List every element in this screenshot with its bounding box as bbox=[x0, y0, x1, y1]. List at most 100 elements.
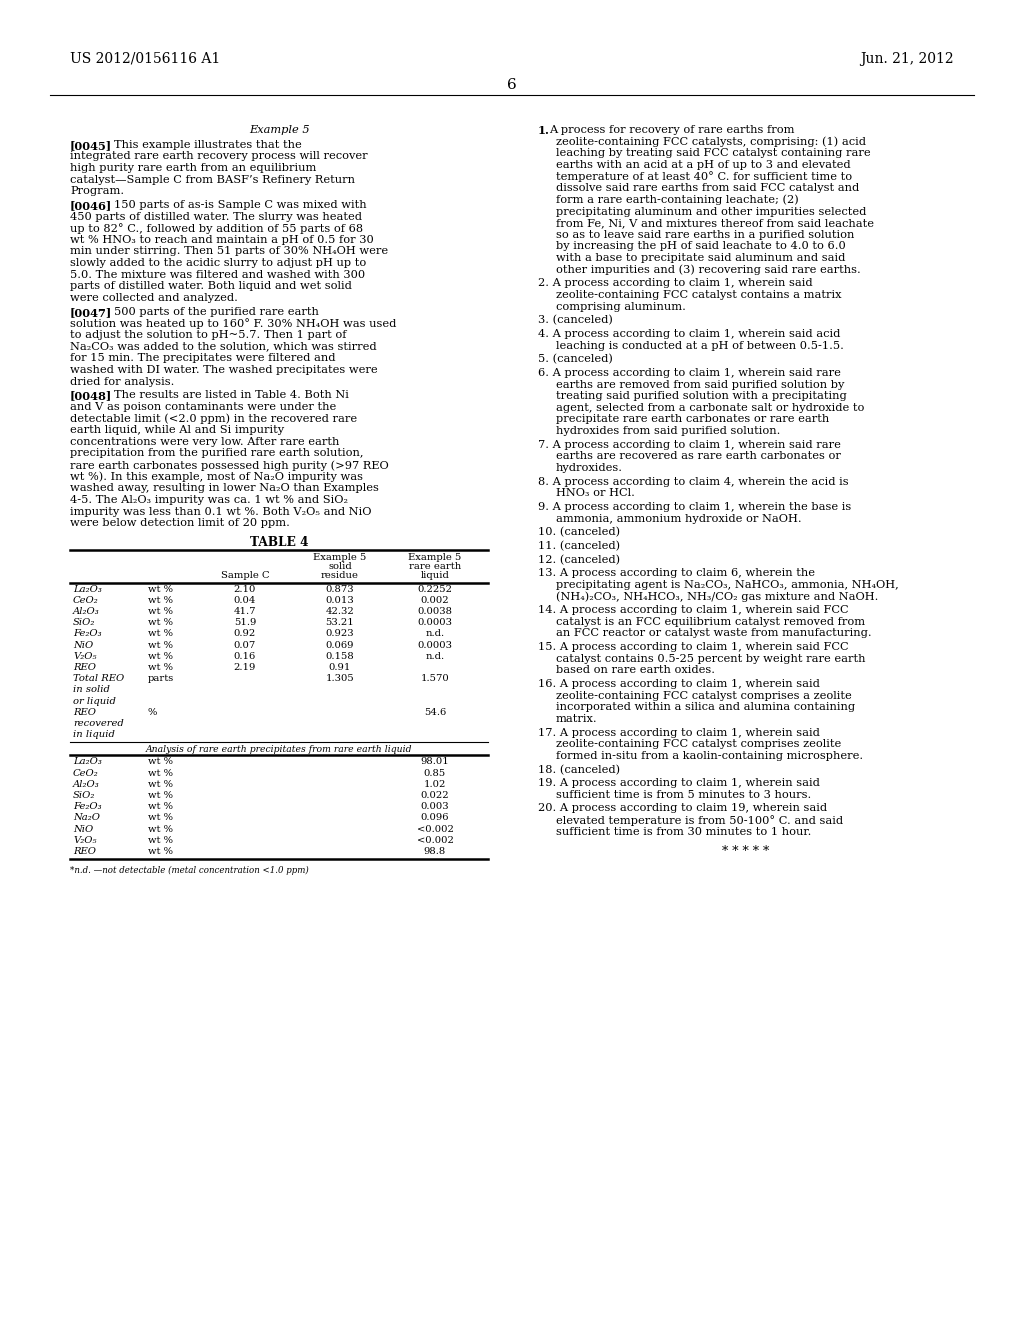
Text: earths are removed from said purified solution by: earths are removed from said purified so… bbox=[556, 380, 845, 389]
Text: REO: REO bbox=[73, 663, 96, 672]
Text: 3. (canceled): 3. (canceled) bbox=[538, 315, 613, 326]
Text: zeolite-containing FCC catalysts, comprising: (1) acid: zeolite-containing FCC catalysts, compri… bbox=[556, 137, 866, 148]
Text: ammonia, ammonium hydroxide or NaOH.: ammonia, ammonium hydroxide or NaOH. bbox=[556, 513, 802, 524]
Text: leaching by treating said FCC catalyst containing rare: leaching by treating said FCC catalyst c… bbox=[556, 148, 870, 158]
Text: 150 parts of as-is Sample C was mixed with: 150 parts of as-is Sample C was mixed wi… bbox=[115, 199, 367, 210]
Text: earth liquid, while Al and Si impurity: earth liquid, while Al and Si impurity bbox=[70, 425, 284, 436]
Text: min under stirring. Then 51 parts of 30% NH₄OH were: min under stirring. Then 51 parts of 30%… bbox=[70, 247, 388, 256]
Text: 0.92: 0.92 bbox=[233, 630, 256, 639]
Text: wt %: wt % bbox=[148, 652, 173, 661]
Text: wt %: wt % bbox=[148, 791, 173, 800]
Text: 16. A process according to claim 1, wherein said: 16. A process according to claim 1, wher… bbox=[538, 678, 820, 689]
Text: Example 5: Example 5 bbox=[313, 553, 367, 561]
Text: 2.19: 2.19 bbox=[233, 663, 256, 672]
Text: catalyst—Sample C from BASF’s Refinery Return: catalyst—Sample C from BASF’s Refinery R… bbox=[70, 174, 355, 185]
Text: dissolve said rare earths from said FCC catalyst and: dissolve said rare earths from said FCC … bbox=[556, 183, 859, 193]
Text: zeolite-containing FCC catalyst comprises a zeolite: zeolite-containing FCC catalyst comprise… bbox=[556, 690, 852, 701]
Text: 0.16: 0.16 bbox=[233, 652, 256, 661]
Text: 1.02: 1.02 bbox=[424, 780, 446, 789]
Text: catalyst is an FCC equilibrium catalyst removed from: catalyst is an FCC equilibrium catalyst … bbox=[556, 616, 865, 627]
Text: 2. A process according to claim 1, wherein said: 2. A process according to claim 1, where… bbox=[538, 279, 813, 288]
Text: 0.0038: 0.0038 bbox=[418, 607, 453, 616]
Text: 1.570: 1.570 bbox=[421, 675, 450, 684]
Text: Fe₂O₃: Fe₂O₃ bbox=[73, 803, 101, 812]
Text: 0.158: 0.158 bbox=[326, 652, 354, 661]
Text: This example illustrates that the: This example illustrates that the bbox=[115, 140, 302, 149]
Text: NiO: NiO bbox=[73, 640, 93, 649]
Text: sufficient time is from 5 minutes to 3 hours.: sufficient time is from 5 minutes to 3 h… bbox=[556, 789, 811, 800]
Text: 53.21: 53.21 bbox=[326, 618, 354, 627]
Text: temperature of at least 40° C. for sufficient time to: temperature of at least 40° C. for suffi… bbox=[556, 172, 852, 182]
Text: slowly added to the acidic slurry to adjust pH up to: slowly added to the acidic slurry to adj… bbox=[70, 259, 367, 268]
Text: 20. A process according to claim 19, wherein said: 20. A process according to claim 19, whe… bbox=[538, 804, 827, 813]
Text: wt % HNO₃ to reach and maintain a pH of 0.5 for 30: wt % HNO₃ to reach and maintain a pH of … bbox=[70, 235, 374, 244]
Text: an FCC reactor or catalyst waste from manufacturing.: an FCC reactor or catalyst waste from ma… bbox=[556, 628, 871, 639]
Text: 0.0003: 0.0003 bbox=[418, 618, 453, 627]
Text: 8. A process according to claim 4, wherein the acid is: 8. A process according to claim 4, where… bbox=[538, 477, 849, 487]
Text: up to 82° C., followed by addition of 55 parts of 68: up to 82° C., followed by addition of 55… bbox=[70, 223, 364, 234]
Text: 51.9: 51.9 bbox=[233, 618, 256, 627]
Text: high purity rare earth from an equilibrium: high purity rare earth from an equilibri… bbox=[70, 162, 316, 173]
Text: 4-5. The Al₂O₃ impurity was ca. 1 wt % and SiO₂: 4-5. The Al₂O₃ impurity was ca. 1 wt % a… bbox=[70, 495, 348, 506]
Text: liquid: liquid bbox=[421, 570, 450, 579]
Text: <0.002: <0.002 bbox=[417, 836, 454, 845]
Text: * * * * *: * * * * * bbox=[722, 845, 770, 858]
Text: wt %: wt % bbox=[148, 595, 173, 605]
Text: recovered: recovered bbox=[73, 719, 124, 727]
Text: based on rare earth oxides.: based on rare earth oxides. bbox=[556, 665, 715, 676]
Text: Na₂CO₃ was added to the solution, which was stirred: Na₂CO₃ was added to the solution, which … bbox=[70, 342, 377, 351]
Text: were collected and analyzed.: were collected and analyzed. bbox=[70, 293, 238, 304]
Text: detectable limit (<2.0 ppm) in the recovered rare: detectable limit (<2.0 ppm) in the recov… bbox=[70, 413, 357, 424]
Text: residue: residue bbox=[321, 570, 359, 579]
Text: to adjust the solution to pH~5.7. Then 1 part of: to adjust the solution to pH~5.7. Then 1… bbox=[70, 330, 346, 341]
Text: wt %: wt % bbox=[148, 640, 173, 649]
Text: formed in-situ from a kaolin-containing microsphere.: formed in-situ from a kaolin-containing … bbox=[556, 751, 863, 760]
Text: wt %: wt % bbox=[148, 836, 173, 845]
Text: concentrations were very low. After rare earth: concentrations were very low. After rare… bbox=[70, 437, 339, 446]
Text: Fe₂O₃: Fe₂O₃ bbox=[73, 630, 101, 639]
Text: for 15 min. The precipitates were filtered and: for 15 min. The precipitates were filter… bbox=[70, 354, 336, 363]
Text: [0048]: [0048] bbox=[70, 391, 113, 401]
Text: 0.85: 0.85 bbox=[424, 768, 446, 777]
Text: 4. A process according to claim 1, wherein said acid: 4. A process according to claim 1, where… bbox=[538, 329, 841, 339]
Text: (NH₄)₂CO₃, NH₄HCO₃, NH₃/CO₂ gas mixture and NaOH.: (NH₄)₂CO₃, NH₄HCO₃, NH₃/CO₂ gas mixture … bbox=[556, 591, 879, 602]
Text: SiO₂: SiO₂ bbox=[73, 791, 95, 800]
Text: 0.022: 0.022 bbox=[421, 791, 450, 800]
Text: 0.04: 0.04 bbox=[233, 595, 256, 605]
Text: precipitation from the purified rare earth solution,: precipitation from the purified rare ear… bbox=[70, 449, 364, 458]
Text: Program.: Program. bbox=[70, 186, 124, 197]
Text: wt %: wt % bbox=[148, 825, 173, 833]
Text: Sample C: Sample C bbox=[221, 570, 269, 579]
Text: Example 5: Example 5 bbox=[249, 125, 309, 135]
Text: 0.91: 0.91 bbox=[329, 663, 351, 672]
Text: dried for analysis.: dried for analysis. bbox=[70, 376, 174, 387]
Text: 0.923: 0.923 bbox=[326, 630, 354, 639]
Text: solution was heated up to 160° F. 30% NH₄OH was used: solution was heated up to 160° F. 30% NH… bbox=[70, 318, 396, 329]
Text: incorporated within a silica and alumina containing: incorporated within a silica and alumina… bbox=[556, 702, 855, 713]
Text: wt %: wt % bbox=[148, 630, 173, 639]
Text: parts of distilled water. Both liquid and wet solid: parts of distilled water. Both liquid an… bbox=[70, 281, 352, 292]
Text: or liquid: or liquid bbox=[73, 697, 116, 706]
Text: A process for recovery of rare earths from: A process for recovery of rare earths fr… bbox=[549, 125, 795, 135]
Text: zeolite-containing FCC catalyst contains a matrix: zeolite-containing FCC catalyst contains… bbox=[556, 290, 842, 300]
Text: Example 5: Example 5 bbox=[409, 553, 462, 561]
Text: elevated temperature is from 50-100° C. and said: elevated temperature is from 50-100° C. … bbox=[556, 814, 843, 826]
Text: matrix.: matrix. bbox=[556, 714, 598, 723]
Text: precipitating aluminum and other impurities selected: precipitating aluminum and other impurit… bbox=[556, 206, 866, 216]
Text: catalyst contains 0.5-25 percent by weight rare earth: catalyst contains 0.5-25 percent by weig… bbox=[556, 653, 865, 664]
Text: CeO₂: CeO₂ bbox=[73, 768, 98, 777]
Text: 0.873: 0.873 bbox=[326, 585, 354, 594]
Text: 5.0. The mixture was filtered and washed with 300: 5.0. The mixture was filtered and washed… bbox=[70, 269, 366, 280]
Text: hydroxides.: hydroxides. bbox=[556, 463, 623, 473]
Text: Total REO: Total REO bbox=[73, 675, 124, 684]
Text: REO: REO bbox=[73, 847, 96, 855]
Text: n.d.: n.d. bbox=[425, 630, 444, 639]
Text: 2.10: 2.10 bbox=[233, 585, 256, 594]
Text: 54.6: 54.6 bbox=[424, 708, 446, 717]
Text: in solid: in solid bbox=[73, 685, 110, 694]
Text: earths with an acid at a pH of up to 3 and elevated: earths with an acid at a pH of up to 3 a… bbox=[556, 160, 851, 170]
Text: in liquid: in liquid bbox=[73, 730, 115, 739]
Text: 450 parts of distilled water. The slurry was heated: 450 parts of distilled water. The slurry… bbox=[70, 211, 362, 222]
Text: SiO₂: SiO₂ bbox=[73, 618, 95, 627]
Text: La₂O₃: La₂O₃ bbox=[73, 585, 101, 594]
